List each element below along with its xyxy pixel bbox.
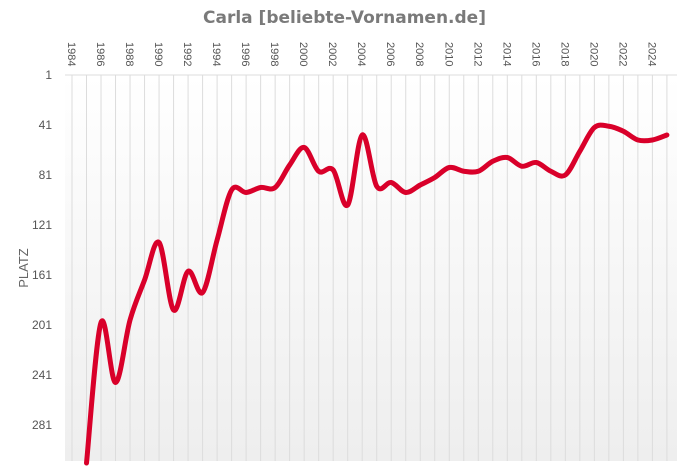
x-tick-label: 2012: [471, 42, 483, 66]
y-tick-label: 161: [32, 268, 52, 282]
x-tick-label: 2010: [442, 42, 454, 66]
y-tick-label: 121: [32, 218, 52, 232]
y-axis-label: PLATZ: [16, 248, 31, 288]
y-axis-ticks: 1 41 81 121 161 201 241 281: [32, 68, 52, 432]
x-tick-label: 1992: [181, 42, 193, 66]
x-tick-label: 1998: [268, 42, 280, 66]
x-tick-label: 2004: [355, 42, 367, 66]
y-tick-label: 1: [45, 68, 52, 82]
x-axis-ticks: 1984 1986 1988 1990 1992 1994 1996 1998 2000 2002…: [65, 42, 657, 66]
rank-line: [84, 122, 670, 466]
x-tick-label: 2022: [616, 42, 628, 66]
y-tick-label: 281: [32, 418, 52, 432]
y-tick-label: 41: [39, 118, 53, 132]
x-tick-label: 2006: [384, 42, 396, 66]
x-tick-label: 1986: [94, 42, 106, 66]
y-tick-label: 241: [32, 368, 52, 382]
y-tick-label: 201: [32, 318, 52, 332]
x-tick-label: 2020: [587, 42, 599, 66]
y-tick-label: 81: [39, 168, 53, 182]
chart-title: Carla [beliebte-Vornamen.de]: [203, 8, 486, 28]
x-tick-label: 1988: [123, 42, 135, 66]
x-tick-label: 1984: [65, 42, 77, 66]
x-tick-label: 2000: [297, 42, 309, 66]
x-tick-label: 2016: [529, 42, 541, 66]
x-tick-label: 2008: [413, 42, 425, 66]
x-tick-label: 1994: [210, 42, 222, 66]
plot-area: [65, 75, 677, 461]
x-tick-label: 2014: [500, 42, 512, 66]
x-tick-label: 2018: [558, 42, 570, 66]
x-tick-label: 2002: [326, 42, 338, 66]
x-tick-label: 2024: [645, 42, 657, 66]
x-tick-label: 1996: [239, 42, 251, 66]
x-tick-label: 1990: [152, 42, 164, 66]
